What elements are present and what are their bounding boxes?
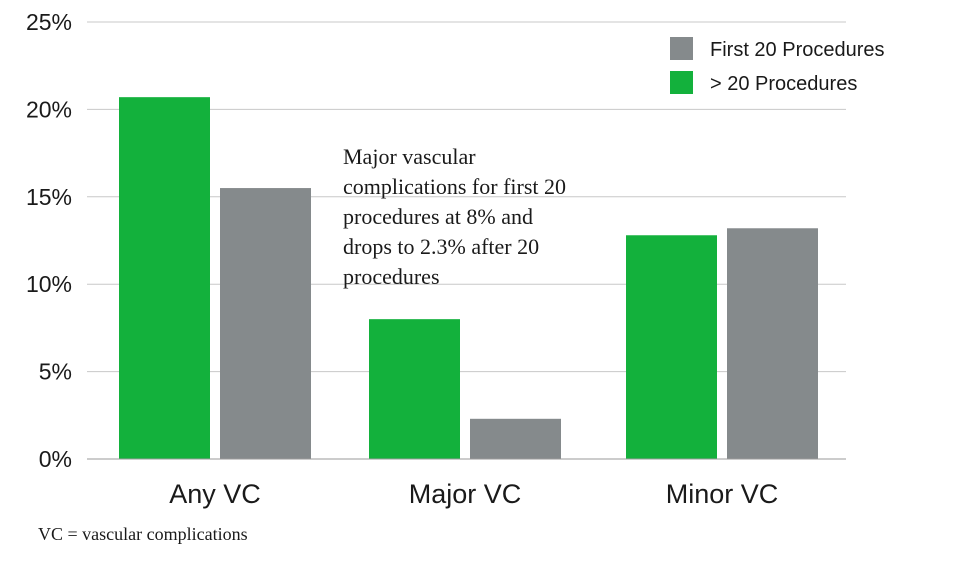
bar-any-vc-series-1: [220, 188, 311, 459]
x-category-label: Major VC: [409, 479, 522, 509]
footnote: VC = vascular complications: [38, 524, 248, 544]
legend-swatch: [670, 37, 693, 60]
y-tick-label: 15%: [26, 184, 72, 210]
annotation-text: Major vascular complications for first 2…: [343, 144, 567, 289]
y-tick-label: 0%: [39, 446, 72, 472]
y-tick-label: 10%: [26, 271, 72, 297]
y-tick-label: 25%: [26, 9, 72, 35]
legend-label: First 20 Procedures: [710, 39, 885, 61]
bar-major-vc-series-1: [470, 418, 561, 459]
y-tick-label: 5%: [39, 359, 72, 385]
bar-minor-vc-series-0: [626, 235, 717, 459]
x-category-label: Any VC: [169, 479, 261, 509]
bar-any-vc-series-0: [119, 97, 210, 459]
x-category-label: Minor VC: [666, 479, 779, 509]
gridlines: [87, 21, 846, 373]
legend-label: > 20 Procedures: [710, 73, 857, 95]
bars: [119, 97, 818, 459]
y-tick-label: 20%: [26, 96, 72, 122]
legend: First 20 Procedures > 20 Procedures: [670, 37, 885, 95]
y-axis-tick-labels: 0% 5% 10% 15% 20% 25%: [26, 9, 72, 472]
bar-minor-vc-series-1: [727, 228, 818, 459]
bar-major-vc-series-0: [369, 319, 460, 459]
x-axis-category-labels: Any VC Major VC Minor VC: [169, 479, 778, 509]
legend-swatch: [670, 71, 693, 94]
